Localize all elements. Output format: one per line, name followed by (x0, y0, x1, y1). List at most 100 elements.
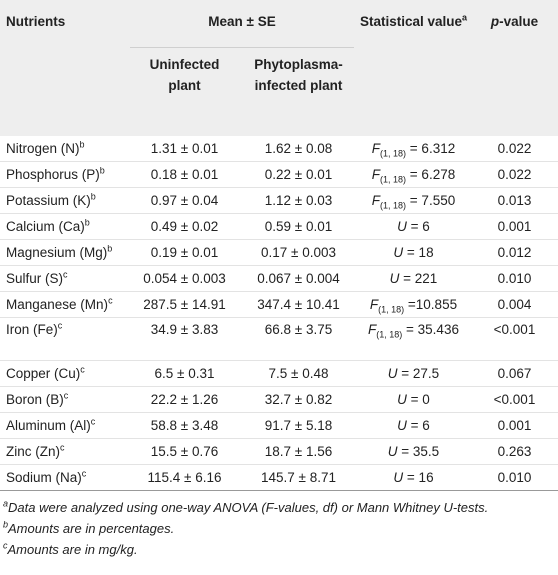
stat-value: = 7.550 (406, 193, 456, 208)
p-value: 0.012 (497, 245, 532, 260)
value-cell: 18.7 ± 1.56 (241, 438, 356, 465)
infected-value: 145.7 ± 8.71 (261, 470, 336, 485)
footnote-text: Amounts are in mg/kg. (7, 542, 138, 557)
nutrient-name: Calcium (Ca) (6, 219, 85, 234)
footnote-mark: c (81, 468, 87, 479)
stat-df: (1, 18) (380, 174, 407, 185)
footnote-mark: a (462, 12, 468, 23)
footnote: cAmounts are in mg/kg. (3, 539, 558, 560)
stat-cell: U = 6 (356, 213, 471, 240)
header-cell: Mean ± SE (128, 0, 356, 48)
footnote-mark: b (99, 165, 105, 176)
stat-symbol: U (393, 245, 404, 260)
p-cell: 0.010 (471, 265, 558, 292)
stat-symbol: F (371, 193, 381, 208)
header-cell: p-value (471, 0, 558, 136)
header-cell: Nutrients (0, 0, 128, 136)
nutrient-name: Sulfur (S) (6, 271, 64, 286)
stat-symbol: U (387, 366, 398, 381)
header-text: Uninfected plant (149, 57, 220, 93)
table-row: Boron (B)c 22.2 ± 1.26 32.7 ± 0.82 U = 0 <0.… (0, 386, 558, 413)
footnote-mark: b (84, 217, 90, 228)
header-text: Phytoplasma-infected plant (254, 57, 343, 93)
stat-df: (1, 18) (378, 304, 405, 315)
value-cell: 1.12 ± 0.03 (241, 187, 356, 214)
footnote: bAmounts are in percentages. (3, 518, 558, 539)
table-body: Nitrogen (N)b 1.31 ± 0.01 1.62 ± 0.08 F(1, … (0, 136, 558, 491)
stat-value: = 18 (403, 245, 434, 260)
table-row: Sodium (Na)c 115.4 ± 6.16 145.7 ± 8.71 U = … (0, 464, 558, 491)
p-value: <0.001 (493, 392, 536, 407)
p-value: <0.001 (493, 322, 536, 337)
infected-value: 18.7 ± 1.56 (264, 444, 333, 459)
stat-cell: F(1, 18) =10.855 (356, 291, 471, 318)
nutrient-cell: Copper (Cu)c (0, 360, 128, 387)
table-row: Phosphorus (P)b 0.18 ± 0.01 0.22 ± 0.01 F(1… (0, 161, 558, 188)
footnote-mark: a (3, 498, 9, 509)
stat-symbol: F (371, 141, 381, 156)
nutrient-name: Zinc (Zn) (6, 444, 60, 459)
p-cell: 0.012 (471, 239, 558, 266)
footnote-mark: c (80, 364, 85, 375)
nutrient-name: Phosphorus (P) (6, 167, 100, 182)
stat-value: = 221 (399, 271, 438, 286)
table-row: Sulfur (S)c 0.054 ± 0.003 0.067 ± 0.004 U =… (0, 265, 558, 292)
uninfected-value: 0.49 ± 0.02 (150, 219, 219, 234)
nutrient-name: Potassium (K) (6, 193, 91, 208)
stat-symbol: F (369, 297, 379, 312)
stat-symbol: F (371, 167, 381, 182)
infected-value: 0.067 ± 0.004 (257, 271, 340, 286)
stat-cell: F(1, 18) = 6.312 (356, 136, 471, 162)
nutrient-cell: Potassium (K)b (0, 187, 128, 214)
stat-value: =10.855 (404, 297, 458, 312)
uninfected-value: 34.9 ± 3.83 (150, 322, 219, 337)
stat-symbol: U (387, 444, 398, 459)
nutrient-name: Nitrogen (N) (6, 141, 80, 156)
footnote: aData were analyzed using one-way ANOVA … (3, 497, 558, 518)
nutrient-cell: Phosphorus (P)b (0, 161, 128, 188)
nutrient-cell: Boron (B)c (0, 386, 128, 413)
stat-df: (1, 18) (376, 329, 403, 340)
stat-cell: U = 18 (356, 239, 471, 266)
infected-value: 91.7 ± 5.18 (264, 418, 333, 433)
value-cell: 0.18 ± 0.01 (128, 161, 241, 188)
table-row: Iron (Fe)c 34.9 ± 3.83 66.8 ± 3.75 F(1, 18)… (0, 317, 558, 361)
p-cell: 0.022 (471, 161, 558, 188)
value-cell: 1.62 ± 0.08 (241, 136, 356, 162)
stat-cell: F(1, 18) = 7.550 (356, 187, 471, 214)
value-cell: 7.5 ± 0.48 (241, 360, 356, 387)
footnote-mark: c (63, 390, 69, 401)
infected-value: 0.22 ± 0.01 (264, 167, 333, 182)
value-cell: 0.19 ± 0.01 (128, 239, 241, 266)
table-row: Manganese (Mn)c 287.5 ± 14.91 347.4 ± 10.4… (0, 291, 558, 318)
table-row: Aluminum (Al)c 58.8 ± 3.48 91.7 ± 5.18 U = … (0, 412, 558, 439)
nutrient-name: Sodium (Na) (6, 470, 82, 485)
value-cell: 0.49 ± 0.02 (128, 213, 241, 240)
stat-cell: F(1, 18) = 6.278 (356, 161, 471, 188)
p-value: 0.013 (497, 193, 532, 208)
p-cell: 0.067 (471, 360, 558, 387)
stat-value: = 6.312 (406, 141, 456, 156)
nutrient-cell: Magnesium (Mg)b (0, 239, 128, 266)
footnote-mark: c (3, 540, 8, 551)
nutrient-name: Aluminum (Al) (6, 418, 91, 433)
infected-value: 0.59 ± 0.01 (264, 219, 333, 234)
uninfected-value: 0.19 ± 0.01 (150, 245, 219, 260)
p-value: 0.010 (497, 470, 532, 485)
nutrient-cell: Calcium (Ca)b (0, 213, 128, 240)
infected-value: 66.8 ± 3.75 (264, 322, 333, 337)
footnote-text: Data were analyzed using one-way ANOVA (… (8, 500, 489, 515)
stat-cell: U = 0 (356, 386, 471, 413)
value-cell: 0.067 ± 0.004 (241, 265, 356, 292)
footnote-mark: b (90, 191, 96, 202)
p-cell: 0.004 (471, 291, 558, 318)
footnote-text: Amounts are in percentages. (8, 521, 175, 536)
footnote-mark: b (3, 519, 9, 530)
p-cell: 0.010 (471, 464, 558, 491)
uninfected-value: 115.4 ± 6.16 (147, 470, 222, 485)
footnote-mark: c (60, 442, 65, 453)
table-row: Magnesium (Mg)b 0.19 ± 0.01 0.17 ± 0.003 U … (0, 239, 558, 266)
value-cell: 6.5 ± 0.31 (128, 360, 241, 387)
stat-symbol: U (397, 219, 407, 234)
